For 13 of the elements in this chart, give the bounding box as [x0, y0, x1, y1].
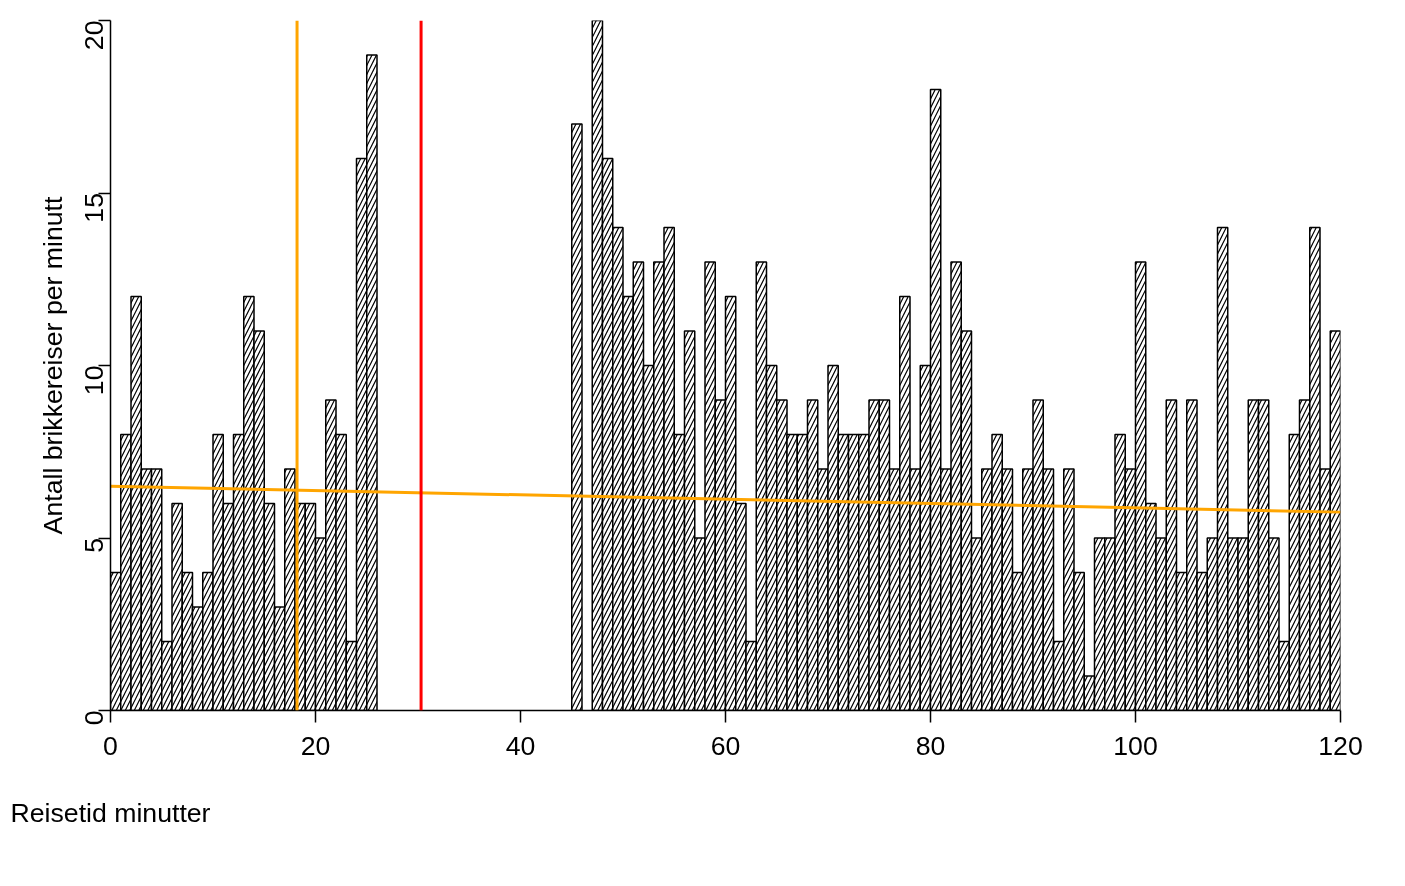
y-tick-label: 20	[78, 20, 109, 51]
x-tick-label: 100	[1113, 730, 1158, 761]
x-tick-label: 80	[915, 730, 946, 761]
x-tick-label: 60	[710, 730, 741, 761]
x-axis-title: Reisetid minutter	[10, 797, 211, 828]
x-tick-label: 120	[1318, 730, 1363, 761]
x-tick-label: 40	[505, 730, 536, 761]
y-axis-title: Antall brikkereiser per minutt	[37, 196, 68, 535]
y-tick-label: 0	[78, 710, 109, 726]
x-tick-label: 20	[300, 730, 331, 761]
y-tick-label: 15	[78, 192, 109, 223]
y-tick-label: 5	[78, 538, 109, 553]
y-tick-label: 10	[78, 365, 109, 396]
